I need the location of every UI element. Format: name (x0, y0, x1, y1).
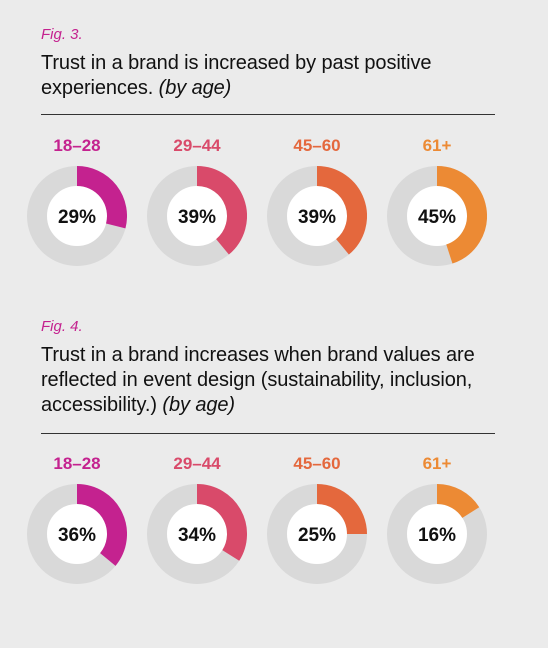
age-label: 45–60 (293, 454, 341, 473)
percent-label: 39% (178, 207, 216, 228)
donut-row-fig4: 18–28 36% 29–44 34% 45–60 25% 61+ 16% (0, 454, 548, 594)
donut-chart: 16% (387, 484, 487, 584)
age-label: 29–44 (173, 136, 221, 155)
age-label: 61+ (422, 454, 452, 473)
donut-segment (196, 166, 247, 255)
percent-label: 45% (418, 207, 456, 228)
age-label: 29–44 (173, 454, 221, 473)
donut-chart: 36% (27, 484, 127, 584)
age-label: 45–60 (293, 136, 341, 155)
figure-4-header: Fig. 4. Trust in a brand increases when … (41, 318, 501, 418)
donut-segment (436, 166, 487, 264)
figure-title-main: Trust in a brand is increased by past po… (41, 52, 432, 99)
percent-label: 36% (58, 525, 96, 546)
donut-segment (316, 166, 367, 255)
age-label: 18–28 (53, 454, 101, 473)
age-label: 18–28 (53, 136, 101, 155)
donut-chart: 25% (267, 484, 367, 584)
percent-label: 16% (418, 525, 456, 546)
donut-row-fig3: 18–28 29% 29–44 39% 45–60 39% 61+ 45% (0, 136, 548, 276)
figure-title: Trust in a brand is increased by past po… (41, 51, 501, 101)
figure-title-main: Trust in a brand increases when brand va… (41, 344, 475, 416)
donut-segment (76, 166, 127, 229)
donut-segment (316, 484, 367, 535)
divider (41, 433, 495, 434)
figure-label: Fig. 4. (41, 318, 83, 335)
figure-label: Fig. 3. (41, 26, 83, 43)
donut-chart: 45% (387, 166, 487, 266)
figure-title-suffix: (by age) (158, 77, 232, 99)
percent-label: 29% (58, 207, 96, 228)
percent-label: 25% (298, 525, 336, 546)
donut-segment (76, 484, 127, 566)
donut-chart: 29% (27, 166, 127, 266)
percent-label: 39% (298, 207, 336, 228)
figure-title-suffix: (by age) (162, 394, 235, 416)
figure-title: Trust in a brand increases when brand va… (41, 343, 501, 418)
donut-chart: 34% (147, 484, 247, 584)
donut-chart: 39% (267, 166, 367, 266)
percent-label: 34% (178, 525, 216, 546)
donut-chart: 39% (147, 166, 247, 266)
figure-3-header: Fig. 3. Trust in a brand is increased by… (41, 26, 501, 101)
donut-segment (436, 484, 480, 519)
divider (41, 114, 495, 115)
donut-segment (196, 484, 247, 561)
age-label: 61+ (422, 136, 452, 155)
